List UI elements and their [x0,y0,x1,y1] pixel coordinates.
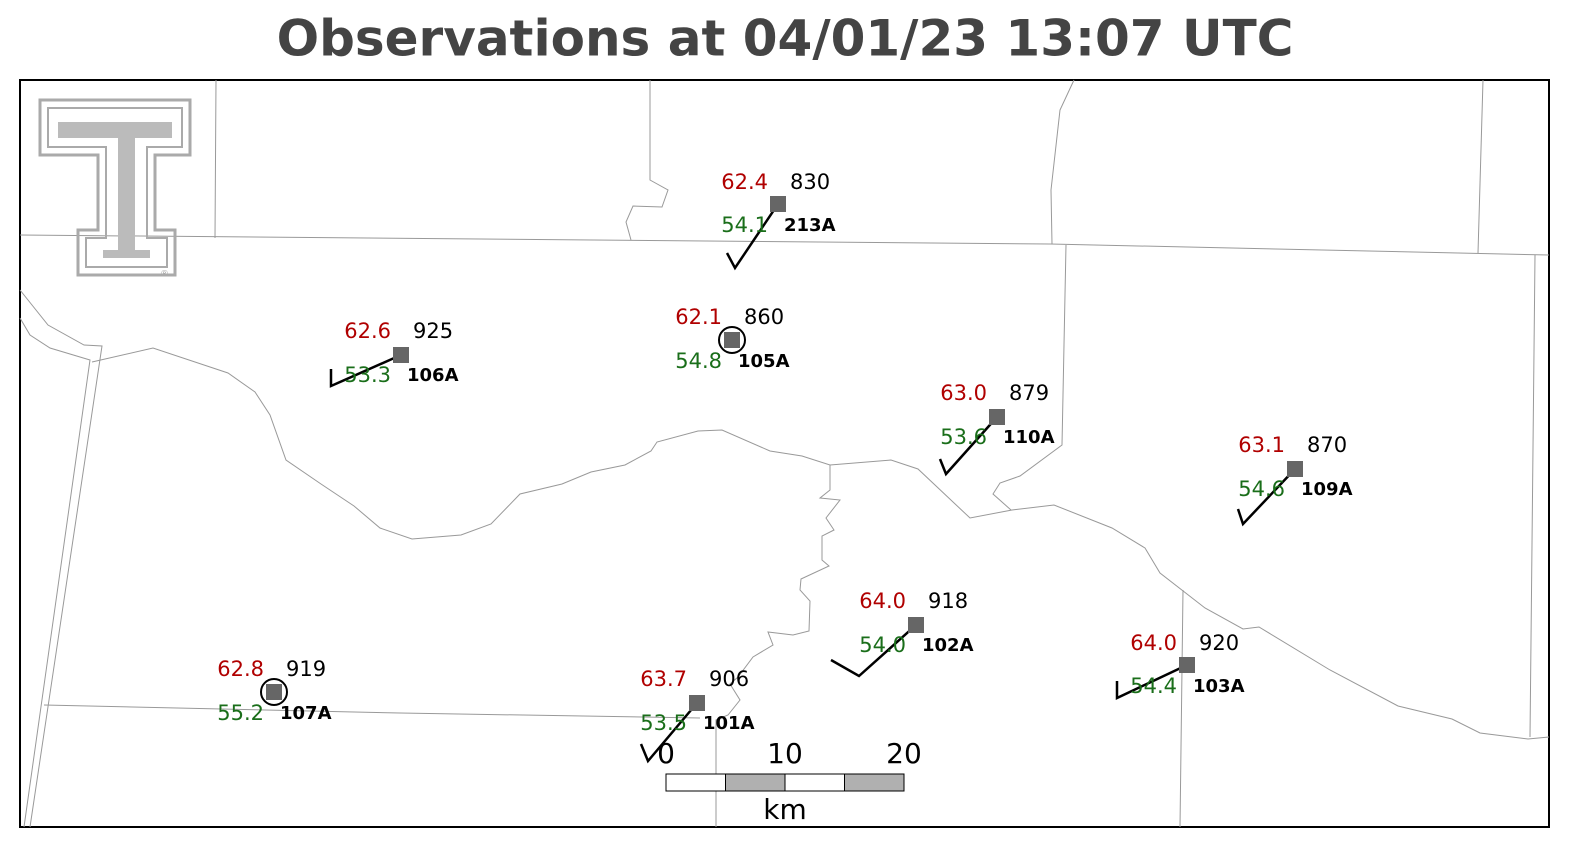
dewpoint: 54.0 [859,633,906,657]
temperature: 63.7 [640,667,687,691]
dewpoint: 54.6 [1238,477,1285,501]
scale-unit: km [763,793,807,826]
station: 62.1 860 54.8 105A [675,305,789,373]
scale-label: 20 [886,737,922,770]
station-id: 102A [922,635,974,656]
temperature: 62.4 [721,170,768,194]
temperature: 63.1 [1238,433,1285,457]
pressure: 925 [413,319,453,343]
temperature: 62.8 [217,657,264,681]
title: Observations at 04/01/23 13:07 UTC [277,10,1294,68]
station: 63.0 879 53.6 110A [938,381,1055,477]
temperature: 62.6 [344,319,391,343]
temperature: 64.0 [859,589,906,613]
station: 62.4 830 54.1 213A [721,170,836,271]
station-id: 103A [1193,676,1245,697]
station-id: 213A [784,215,836,236]
temperature: 63.0 [940,381,987,405]
pressure: 918 [928,589,968,613]
scale-bar: 0 10 20 km [657,737,922,826]
dewpoint: 53.3 [344,363,391,387]
station-id: 105A [738,351,790,372]
dewpoint: 54.1 [721,213,768,237]
dewpoint: 53.5 [640,711,687,735]
pressure: 830 [790,170,830,194]
pressure: 879 [1009,381,1049,405]
dewpoint: 54.4 [1130,674,1177,698]
pressure: 906 [709,667,749,691]
temperature: 64.0 [1130,631,1177,655]
dewpoint: 54.8 [675,349,722,373]
station-id: 110A [1003,427,1055,448]
station-id: 106A [407,365,459,386]
station: 64.0 918 54.0 102A [830,589,974,678]
county-lines [19,79,1550,828]
scale-label: 0 [657,737,675,770]
station: 62.6 925 53.3 106A [329,319,459,388]
station: 62.8 919 55.2 107A [217,657,331,725]
station-id: 101A [703,713,755,734]
station-id: 107A [280,703,332,724]
state-line [19,234,1550,256]
station: 63.7 906 53.5 101A [639,667,755,764]
pressure: 870 [1307,433,1347,457]
station: 64.0 920 54.4 103A [1115,631,1245,700]
logo: ® [38,98,192,280]
scale-label: 10 [767,737,803,770]
pressure: 860 [744,305,784,329]
station: 63.1 870 54.6 109A [1236,433,1353,527]
logo-mark: ® [160,270,169,280]
station-id: 109A [1301,479,1353,500]
pressure: 920 [1199,631,1239,655]
dewpoint: 55.2 [217,701,264,725]
temperature: 62.1 [675,305,722,329]
pressure: 919 [286,657,326,681]
dewpoint: 53.6 [940,425,987,449]
